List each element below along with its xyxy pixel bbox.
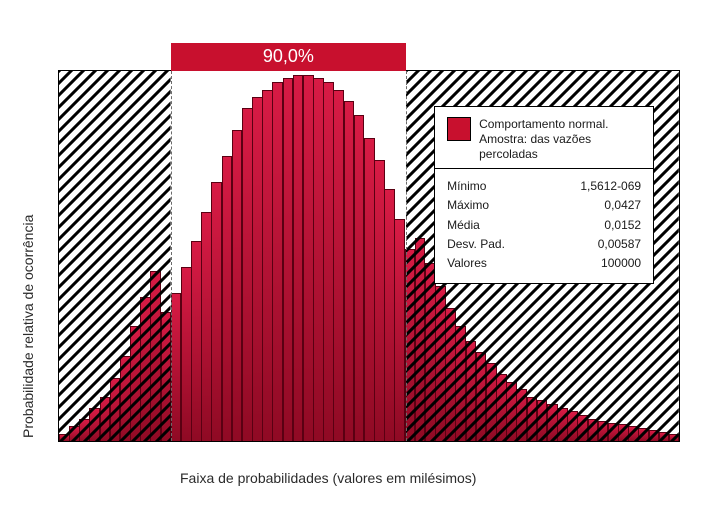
histogram-bar [79,419,90,441]
legend-divider [435,168,653,169]
histogram-bar [354,115,365,441]
histogram-bar [435,286,446,441]
legend-stat-value: 0,00587 [598,235,641,254]
legend-stat-key: Máximo [447,196,507,215]
histogram-bar [272,82,283,441]
legend-series: Comportamento normal. Amostra: das vazõe… [447,117,641,162]
histogram-bar [303,75,314,441]
histogram-bar [313,78,324,441]
confidence-banner: 90,0% [171,43,407,71]
histogram-bar [405,249,416,441]
histogram-bar [588,419,599,441]
x-axis-label: Faixa de probabilidades (valores em milé… [180,470,476,486]
histogram-bar [466,341,477,441]
histogram-bar [476,352,487,441]
legend-stat-row: Desv. Pad. 0,00587 [447,235,641,254]
legend-stat-value: 1,5612-069 [580,177,641,196]
histogram-bar [242,108,253,441]
histogram-bar [638,428,649,441]
histogram-bar [506,382,517,441]
legend-stat-row: Máximo 0,0427 [447,196,641,215]
histogram-bar [201,212,212,441]
histogram-bar [455,326,466,441]
histogram-bar [364,138,375,441]
histogram-bar [445,308,456,441]
histogram-bar [649,430,660,441]
histogram-bar [252,97,263,441]
histogram-bar [100,397,111,441]
legend-stat-row: Valores 100000 [447,254,641,273]
legend-box: Comportamento normal. Amostra: das vazõe… [434,106,654,284]
legend-series-label: Comportamento normal. Amostra: das vazõe… [479,117,608,162]
histogram-bar [211,182,222,441]
legend-stat-value: 100000 [601,254,641,273]
histogram-bar [232,130,243,441]
histogram-bar [120,356,131,441]
histogram-bar [425,263,436,441]
legend-series-line2: Amostra: das vazões [479,132,591,146]
histogram-bar [150,271,161,441]
histogram-bar [384,189,395,441]
histogram-bar [59,434,70,441]
legend-stat-key: Média [447,216,498,235]
legend-stat-row: Mínimo 1,5612-069 [447,177,641,196]
legend-stat-key: Valores [447,254,505,273]
histogram-bar [344,101,355,441]
histogram-bar [577,415,588,441]
legend-series-line1: Comportamento normal. [479,117,608,131]
histogram-bar [374,160,385,441]
histogram-bar [496,374,507,441]
histogram-bar [567,411,578,441]
legend-stat-value: 0,0427 [604,196,641,215]
histogram-bar [323,82,334,441]
histogram-bar [628,426,639,441]
legend-stats: Mínimo1,5612-069Máximo0,0427Média0,0152D… [447,177,641,273]
histogram-bar [181,267,192,441]
histogram-bar [110,378,121,441]
legend-stat-value: 0,0152 [604,216,641,235]
histogram-bar [283,78,294,441]
histogram-bar [669,434,680,441]
histogram-bar [191,241,202,441]
histogram-bar [222,156,233,441]
histogram-bar [527,397,538,441]
histogram-bar [557,408,568,441]
legend-swatch [447,117,471,141]
legend-stat-key: Mínimo [447,177,504,196]
histogram-bar [293,75,304,441]
histogram-bar [415,238,426,442]
legend-series-line3: percoladas [479,147,538,161]
histogram-bar [659,432,670,441]
confidence-label: 90,0% [263,46,314,66]
histogram-bar [140,297,151,441]
histogram-bar [333,90,344,442]
histogram-bar [516,389,527,441]
histogram-bar [618,424,629,441]
histogram-bar [598,421,609,441]
plot-area: 90,0% Comportamento normal. Amostra: das… [58,70,680,442]
legend-stat-row: Média 0,0152 [447,216,641,235]
histogram-figure: Probabilidade relativa de ocorrência 90,… [0,0,708,506]
y-axis-label: Probabilidade relativa de ocorrência [20,215,36,438]
histogram-bar [262,90,273,442]
histogram-bar [69,426,80,441]
histogram-bar [171,293,182,441]
legend-stat-key: Desv. Pad. [447,235,523,254]
histogram-bar [89,408,100,441]
histogram-bar [608,423,619,442]
histogram-bar [161,312,172,442]
histogram-bar [130,326,141,441]
histogram-bar [486,363,497,441]
histogram-bar [537,400,548,441]
histogram-bar [394,219,405,441]
histogram-bar [547,404,558,441]
